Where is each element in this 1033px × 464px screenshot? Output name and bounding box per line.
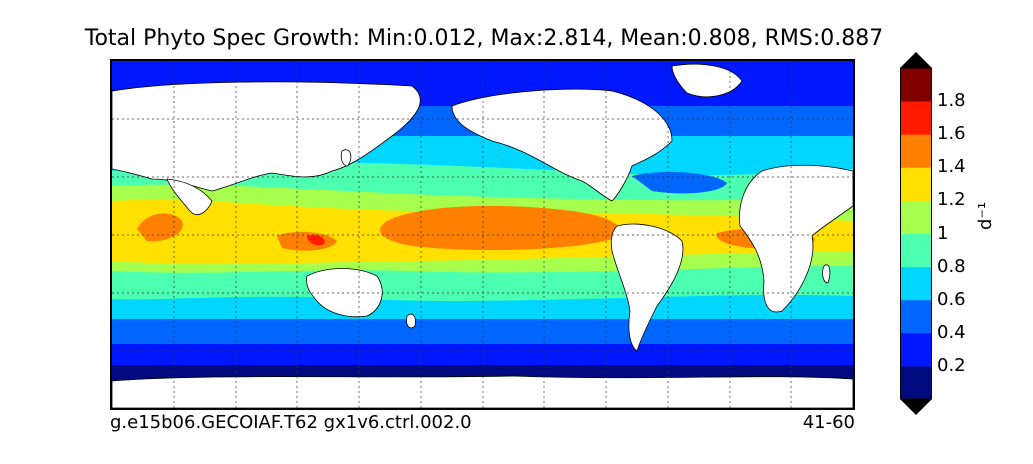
colorbar-segment bbox=[900, 233, 932, 268]
colorbar-tick-label: 1.2 bbox=[937, 189, 966, 211]
colorbar-tick-label: 1 bbox=[937, 222, 949, 244]
colorbar-tick-label: 0.6 bbox=[937, 288, 966, 310]
colorbar-segment bbox=[900, 68, 932, 102]
colorbar-tick-label: 0.8 bbox=[937, 255, 966, 277]
southern-ocean-band bbox=[112, 341, 853, 365]
land-australia bbox=[306, 268, 383, 318]
colorbar-segment bbox=[900, 134, 932, 168]
land-japan bbox=[340, 149, 352, 167]
pacific-equatorial-patch bbox=[380, 205, 620, 251]
colorbar-segment bbox=[900, 299, 932, 334]
indian-ocean-patch bbox=[137, 213, 183, 242]
southern-mid-band bbox=[112, 316, 853, 344]
land-new-zealand bbox=[406, 313, 416, 329]
colorbar-segment bbox=[900, 101, 932, 135]
map-panel bbox=[110, 59, 855, 410]
map-title: Total Phyto Spec Growth: Min:0.012, Max:… bbox=[84, 26, 884, 51]
land-madagascar bbox=[822, 264, 831, 284]
land-africa bbox=[739, 164, 853, 313]
colorbar-tick-label: 0.4 bbox=[937, 321, 966, 343]
colorbar-segment bbox=[900, 365, 932, 400]
indonesia-patch bbox=[277, 231, 337, 251]
case-name-label: g.e15b06.GECOIAF.T62 gx1v6.ctrl.002.0 bbox=[110, 412, 472, 433]
colorbar bbox=[900, 52, 932, 415]
colorbar-segment bbox=[900, 266, 932, 301]
land-arabia-india bbox=[166, 178, 213, 215]
land-masses bbox=[112, 63, 853, 408]
colorbar-tick-label: 1.4 bbox=[937, 156, 966, 178]
land-antarctica bbox=[112, 375, 853, 408]
colorbar-segment bbox=[900, 167, 932, 201]
years-label: 41-60 bbox=[802, 412, 855, 433]
map-gridlines bbox=[112, 61, 853, 408]
ocean-field-map bbox=[112, 61, 853, 408]
indonesia-hot-spot bbox=[307, 234, 325, 246]
colorbar-segment bbox=[900, 200, 932, 234]
colorbar-tick-label: 1.6 bbox=[937, 123, 966, 145]
colorbar-over-arrow bbox=[900, 52, 932, 68]
colorbar-segment bbox=[900, 332, 932, 367]
land-greenland bbox=[671, 63, 743, 98]
colorbar-tick-label: 1.8 bbox=[937, 90, 966, 112]
colorbar-under-arrow bbox=[900, 399, 932, 415]
colorbar-tick-label: 0.2 bbox=[937, 354, 966, 376]
colorbar-unit: d⁻¹ bbox=[975, 201, 996, 230]
